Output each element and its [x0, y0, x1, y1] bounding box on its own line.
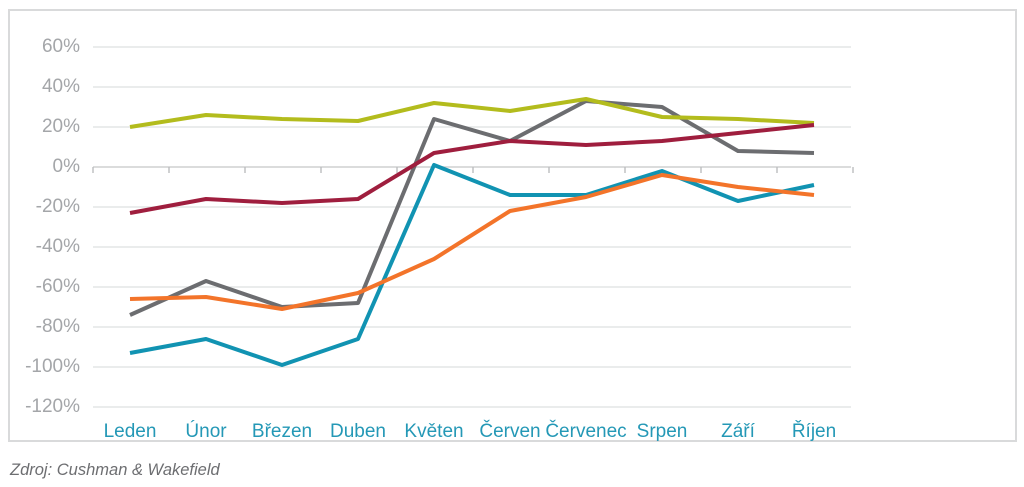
y-axis-tick-label: -100% — [25, 356, 80, 377]
y-axis-tick-label: 60% — [41, 36, 80, 57]
x-axis-month-label: Září — [721, 421, 755, 442]
x-axis-month-label: Říjen — [791, 421, 837, 442]
chart-frame — [8, 9, 1017, 442]
y-axis-tick-label: 20% — [41, 116, 80, 137]
y-axis-tick-label: -40% — [35, 236, 80, 257]
y-axis-tick-label: 0% — [52, 156, 80, 177]
y-axis-tick-label: -60% — [35, 276, 80, 297]
x-axis-month-label: Červenec — [545, 421, 627, 442]
y-axis-tick-label: 40% — [41, 76, 80, 97]
x-axis-month-label: Srpen — [636, 421, 688, 442]
x-axis-month-label: Únor — [185, 421, 227, 442]
y-axis-tick-label: -120% — [25, 396, 80, 417]
x-axis-month-label: Červen — [479, 421, 541, 442]
y-axis-tick-label: -80% — [35, 316, 80, 337]
source-note: Zdroj: Cushman & Wakefield — [10, 461, 220, 479]
x-axis-month-label: Leden — [103, 421, 157, 442]
x-axis-month-label: Květen — [404, 421, 464, 442]
y-axis-tick-label: -20% — [35, 196, 80, 217]
x-axis-month-label: Duben — [330, 421, 386, 442]
x-axis-month-label: Březen — [251, 421, 313, 442]
